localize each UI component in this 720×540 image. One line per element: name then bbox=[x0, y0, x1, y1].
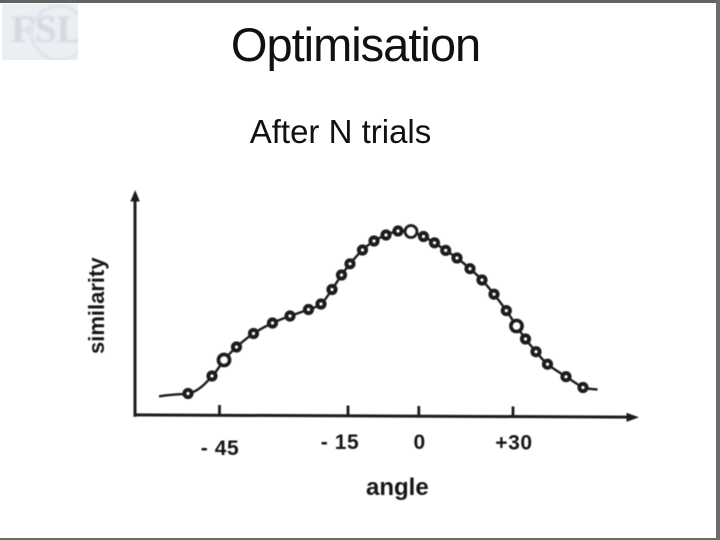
svg-text:+30: +30 bbox=[495, 432, 532, 455]
svg-text:- 15: - 15 bbox=[321, 431, 360, 454]
svg-text:angle: angle bbox=[366, 474, 429, 501]
svg-text:0: 0 bbox=[414, 431, 426, 454]
svg-text:similarity: similarity bbox=[84, 257, 109, 354]
svg-text:- 45: - 45 bbox=[201, 437, 240, 460]
